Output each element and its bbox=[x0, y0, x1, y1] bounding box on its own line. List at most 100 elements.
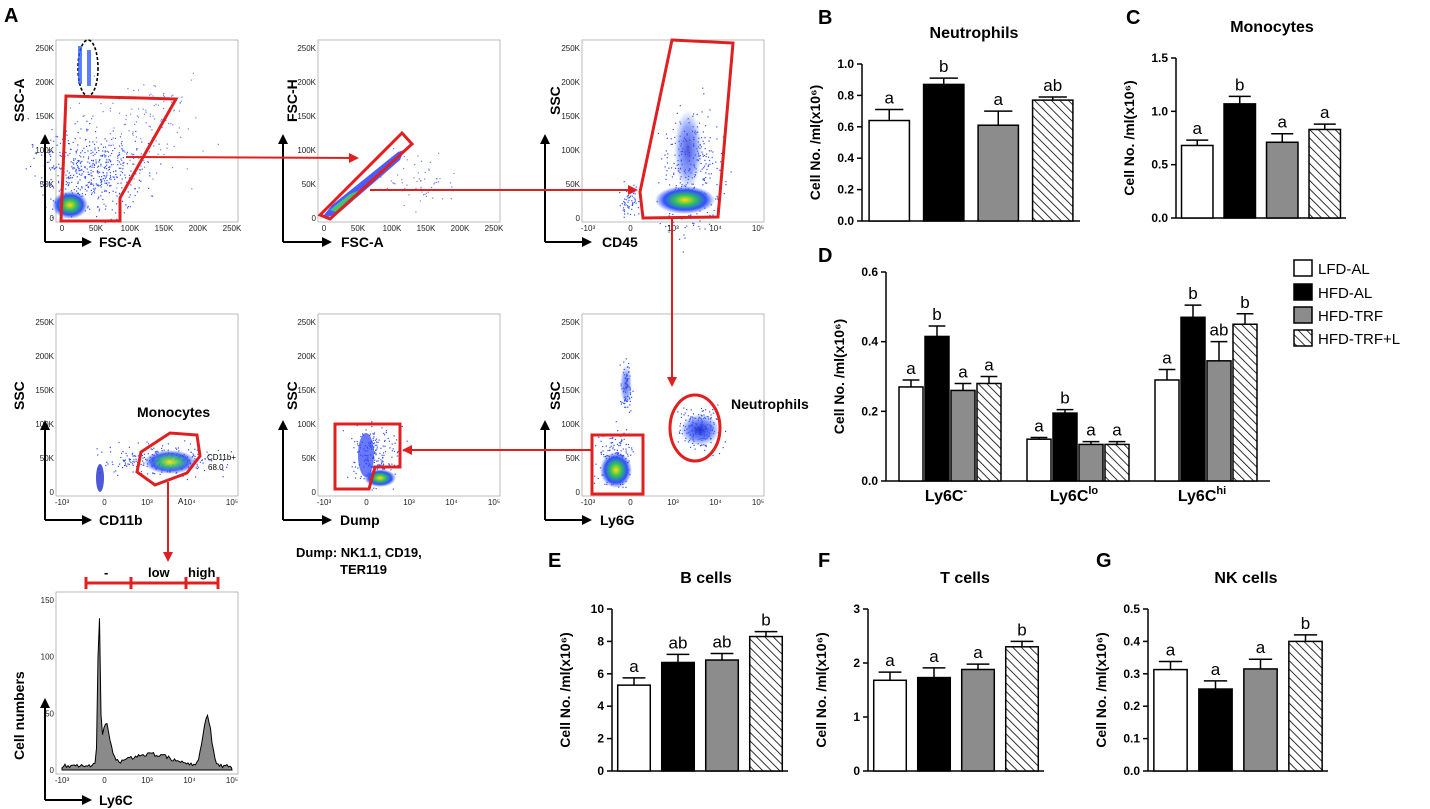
event-dot bbox=[622, 486, 624, 488]
event-dot bbox=[665, 150, 667, 152]
event-dot bbox=[127, 463, 129, 465]
event-dot bbox=[372, 437, 374, 439]
event-dot bbox=[93, 185, 95, 187]
event-dot bbox=[133, 157, 135, 159]
event-dot bbox=[104, 150, 106, 152]
event-dot bbox=[111, 461, 113, 463]
event-dot bbox=[384, 434, 386, 436]
event-dot bbox=[97, 170, 99, 172]
event-dot bbox=[126, 181, 128, 183]
event-dot bbox=[138, 157, 140, 159]
event-dot bbox=[48, 161, 50, 163]
flow-xtick: 0 bbox=[364, 498, 369, 507]
event-dot bbox=[130, 461, 132, 464]
flow-ytick: 200K bbox=[297, 78, 316, 87]
event-dot bbox=[148, 151, 151, 153]
flow-xtick: -10³ bbox=[55, 776, 70, 785]
event-dot bbox=[637, 207, 639, 209]
event-dot bbox=[680, 413, 683, 415]
legend-label-hfd-al: HFD-AL bbox=[1318, 285, 1372, 302]
event-dot bbox=[709, 163, 711, 165]
event-dot bbox=[125, 204, 127, 206]
flow-xtick: 10³ bbox=[141, 498, 153, 507]
event-dot bbox=[51, 151, 54, 153]
event-dot bbox=[155, 103, 157, 105]
event-dot bbox=[413, 177, 415, 179]
event-dot bbox=[373, 432, 376, 434]
y-axis-label: Cell No. /ml(x10⁶) bbox=[557, 632, 573, 747]
event-dot bbox=[109, 166, 111, 168]
event-dot bbox=[226, 466, 228, 468]
event-dot bbox=[105, 168, 108, 170]
event-dot bbox=[671, 143, 673, 145]
event-dot bbox=[705, 125, 707, 127]
event-dot bbox=[116, 203, 118, 205]
event-dot bbox=[73, 174, 75, 176]
event-dot bbox=[77, 187, 79, 189]
flow-xlabel: Ly6G bbox=[600, 512, 635, 528]
bar bbox=[960, 668, 996, 772]
event-dot bbox=[679, 105, 681, 107]
event-dot bbox=[154, 85, 156, 87]
event-dot bbox=[145, 111, 147, 113]
y-axis-label: Cell No. /ml(x10⁶) bbox=[1093, 632, 1109, 747]
event-dot bbox=[375, 438, 378, 440]
event-dot bbox=[73, 188, 75, 191]
flow-xtick: 100K bbox=[121, 224, 140, 233]
event-dot bbox=[657, 132, 660, 134]
flow-ytick: 50K bbox=[40, 454, 55, 463]
event-dot bbox=[98, 210, 100, 212]
event-dot bbox=[616, 443, 619, 445]
event-dot bbox=[704, 449, 706, 451]
event-dot bbox=[163, 100, 165, 103]
event-dot bbox=[717, 199, 719, 201]
event-dot bbox=[180, 136, 182, 138]
event-dot bbox=[157, 104, 159, 106]
event-dot bbox=[382, 445, 384, 447]
event-dot bbox=[373, 446, 375, 448]
event-dot bbox=[120, 143, 122, 145]
event-dot bbox=[159, 149, 162, 151]
flow-xtick: -10³ bbox=[581, 498, 596, 507]
event-dot bbox=[612, 448, 614, 450]
event-dot bbox=[112, 171, 115, 173]
event-dot bbox=[100, 163, 102, 165]
significance-letter: a bbox=[1193, 119, 1203, 138]
flow-xtick: 10⁴ bbox=[709, 498, 722, 507]
event-dot bbox=[156, 450, 158, 452]
event-dot bbox=[138, 89, 140, 91]
event-dot bbox=[100, 143, 102, 145]
event-dot bbox=[659, 223, 661, 225]
event-dot bbox=[130, 184, 132, 186]
event-dot bbox=[68, 182, 70, 184]
event-dot bbox=[593, 482, 596, 484]
event-dot bbox=[102, 198, 104, 201]
event-dot bbox=[149, 172, 151, 174]
event-dot bbox=[371, 421, 373, 423]
event-dot bbox=[441, 198, 444, 200]
event-dot bbox=[65, 174, 67, 176]
event-dot bbox=[674, 167, 677, 169]
event-dot bbox=[380, 464, 382, 466]
flow-xtick: -10³ bbox=[55, 498, 70, 507]
event-dot bbox=[712, 214, 714, 216]
y-tick-label: 0 bbox=[597, 764, 604, 778]
event-dot bbox=[602, 450, 604, 452]
flow-ytick: 250K bbox=[561, 318, 580, 327]
event-dot bbox=[683, 234, 685, 236]
y-tick-label: 0.0 bbox=[1151, 211, 1168, 225]
event-dot bbox=[620, 440, 622, 442]
event-dot bbox=[194, 448, 196, 450]
event-dot bbox=[690, 409, 692, 411]
bar-chart-e: 0 2 4 6 8 10 Cell No. /ml(x10⁶) B cells a ab ab b bbox=[557, 570, 788, 778]
event-dot bbox=[415, 187, 417, 189]
event-dot bbox=[665, 225, 667, 228]
event-dot bbox=[160, 120, 162, 122]
flow-xtick: 50K bbox=[351, 224, 366, 233]
event-dot bbox=[353, 447, 355, 449]
event-dot bbox=[102, 146, 104, 148]
event-dot bbox=[147, 443, 150, 445]
event-dot bbox=[98, 185, 100, 187]
event-dot bbox=[387, 437, 389, 440]
event-dot bbox=[171, 167, 174, 169]
